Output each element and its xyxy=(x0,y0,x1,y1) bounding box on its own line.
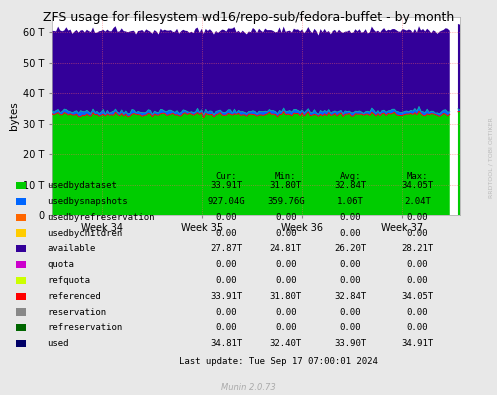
Text: 0.00: 0.00 xyxy=(339,213,361,222)
Text: 1.06T: 1.06T xyxy=(337,197,364,206)
Text: 0.00: 0.00 xyxy=(215,276,237,285)
Y-axis label: bytes: bytes xyxy=(9,102,19,130)
Text: 31.80T: 31.80T xyxy=(270,181,302,190)
Text: 0.00: 0.00 xyxy=(215,213,237,222)
Text: 0.00: 0.00 xyxy=(339,260,361,269)
Text: 0.00: 0.00 xyxy=(407,324,428,332)
Text: 31.80T: 31.80T xyxy=(270,292,302,301)
Text: 26.20T: 26.20T xyxy=(334,245,366,253)
Text: Avg:: Avg: xyxy=(339,171,361,181)
Text: Min:: Min: xyxy=(275,171,297,181)
Text: 0.00: 0.00 xyxy=(275,276,297,285)
Text: Cur:: Cur: xyxy=(215,171,237,181)
Text: 32.84T: 32.84T xyxy=(334,181,366,190)
Text: 0.00: 0.00 xyxy=(407,213,428,222)
Text: 0.00: 0.00 xyxy=(215,260,237,269)
Text: 927.04G: 927.04G xyxy=(207,197,245,206)
Text: 32.40T: 32.40T xyxy=(270,339,302,348)
Text: referenced: referenced xyxy=(47,292,101,301)
Text: 0.00: 0.00 xyxy=(339,308,361,316)
Text: 0.00: 0.00 xyxy=(339,276,361,285)
Text: usedbydataset: usedbydataset xyxy=(47,181,117,190)
Text: 0.00: 0.00 xyxy=(275,229,297,237)
Text: Munin 2.0.73: Munin 2.0.73 xyxy=(221,383,276,392)
Text: 0.00: 0.00 xyxy=(275,260,297,269)
Text: 0.00: 0.00 xyxy=(275,308,297,316)
Text: available: available xyxy=(47,245,95,253)
Text: Max:: Max: xyxy=(407,171,428,181)
Text: 24.81T: 24.81T xyxy=(270,245,302,253)
Text: used: used xyxy=(47,339,69,348)
Text: refquota: refquota xyxy=(47,276,90,285)
Text: 0.00: 0.00 xyxy=(215,324,237,332)
Text: 33.90T: 33.90T xyxy=(334,339,366,348)
Text: 34.91T: 34.91T xyxy=(402,339,433,348)
Text: usedbysnapshots: usedbysnapshots xyxy=(47,197,128,206)
Text: ZFS usage for filesystem wd16/repo-sub/fedora-buffet - by month: ZFS usage for filesystem wd16/repo-sub/f… xyxy=(43,11,454,24)
Text: 0.00: 0.00 xyxy=(407,308,428,316)
Text: 33.91T: 33.91T xyxy=(210,292,242,301)
Text: 34.05T: 34.05T xyxy=(402,181,433,190)
Text: 34.05T: 34.05T xyxy=(402,292,433,301)
Text: quota: quota xyxy=(47,260,74,269)
Text: 34.81T: 34.81T xyxy=(210,339,242,348)
Text: 33.91T: 33.91T xyxy=(210,181,242,190)
Text: reservation: reservation xyxy=(47,308,106,316)
Text: 27.87T: 27.87T xyxy=(210,245,242,253)
Text: RRDTOOL / TOBI OETIKER: RRDTOOL / TOBI OETIKER xyxy=(488,118,493,198)
Text: 0.00: 0.00 xyxy=(407,260,428,269)
Text: 0.00: 0.00 xyxy=(407,229,428,237)
Text: usedbychildren: usedbychildren xyxy=(47,229,122,237)
Text: 0.00: 0.00 xyxy=(339,324,361,332)
Text: 32.84T: 32.84T xyxy=(334,292,366,301)
Text: refreservation: refreservation xyxy=(47,324,122,332)
Text: 0.00: 0.00 xyxy=(339,229,361,237)
Text: 359.76G: 359.76G xyxy=(267,197,305,206)
Text: 0.00: 0.00 xyxy=(215,229,237,237)
Text: 2.04T: 2.04T xyxy=(404,197,431,206)
Text: 0.00: 0.00 xyxy=(275,324,297,332)
Text: usedbyrefreservation: usedbyrefreservation xyxy=(47,213,155,222)
Text: 0.00: 0.00 xyxy=(215,308,237,316)
Text: 28.21T: 28.21T xyxy=(402,245,433,253)
Text: 0.00: 0.00 xyxy=(407,276,428,285)
Text: Last update: Tue Sep 17 07:00:01 2024: Last update: Tue Sep 17 07:00:01 2024 xyxy=(179,357,378,367)
Text: 0.00: 0.00 xyxy=(275,213,297,222)
